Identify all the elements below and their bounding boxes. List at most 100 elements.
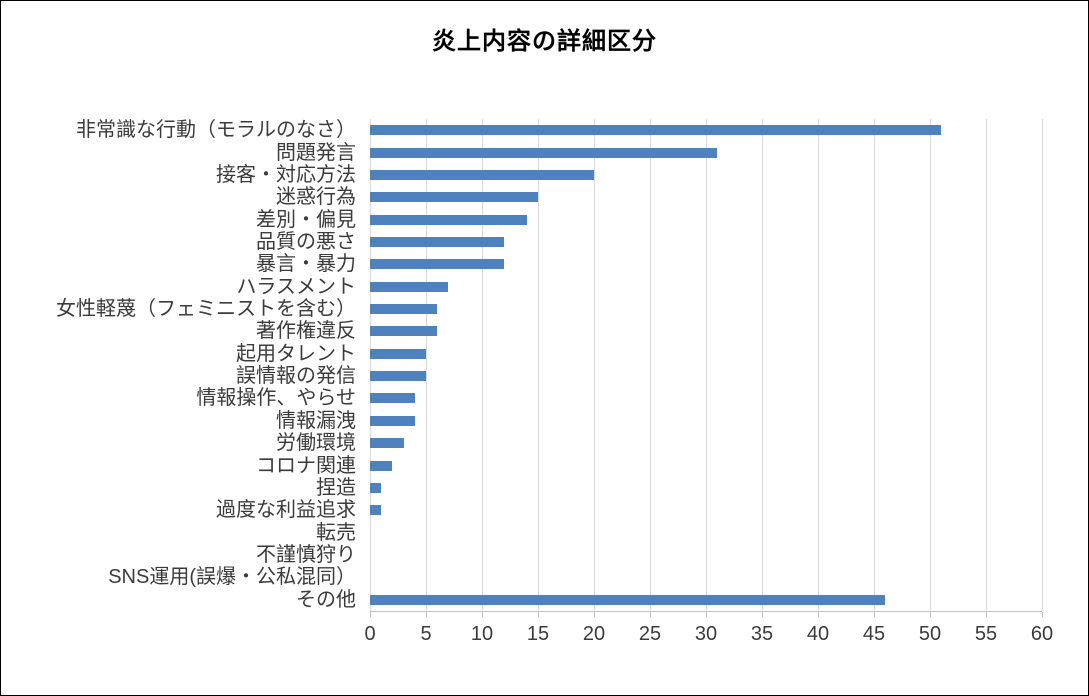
- bar-row: [370, 566, 1042, 588]
- category-label: SNS運用(誤爆・公私混同）: [108, 566, 356, 589]
- x-tick-label: 50: [918, 623, 942, 645]
- gridline: [817, 119, 819, 611]
- bar: [370, 326, 438, 337]
- bar-row: [370, 544, 1042, 566]
- category-label: 捏造: [316, 476, 356, 499]
- gridlines: [369, 119, 1043, 611]
- bar: [370, 281, 449, 292]
- category-label: 過度な利益追求: [216, 499, 356, 522]
- gridline: [1041, 119, 1043, 611]
- bar: [370, 415, 415, 426]
- gridline: [705, 119, 707, 611]
- bar-row: [370, 141, 1042, 163]
- bar: [370, 594, 886, 605]
- bar-row: [370, 164, 1042, 186]
- category-label: 不謹慎狩り: [256, 544, 356, 566]
- x-tick-label: 40: [806, 623, 830, 645]
- gridline: [873, 119, 875, 611]
- category-label: 転売: [316, 521, 356, 544]
- gridline: [369, 119, 371, 611]
- bar-row: [370, 298, 1042, 320]
- tick-mark: [873, 612, 875, 617]
- category-label: その他: [296, 588, 356, 611]
- bar-row: [370, 320, 1042, 342]
- chart-title: 炎上内容の詳細区分: [432, 28, 657, 55]
- bar: [370, 371, 426, 382]
- bar-row: [370, 186, 1042, 208]
- category-label: 品質の悪さ: [256, 230, 356, 253]
- gridline: [593, 119, 595, 611]
- x-tick-label: 35: [750, 623, 774, 645]
- tick-mark: [1041, 612, 1043, 617]
- category-label: 労働環境: [276, 432, 356, 455]
- x-tick-label: 5: [420, 623, 432, 645]
- tick-mark: [649, 612, 651, 617]
- bar: [370, 348, 426, 359]
- category-label: 起用タレント: [236, 342, 356, 365]
- category-label: 迷惑行為: [276, 186, 356, 209]
- tick-mark: [985, 612, 987, 617]
- bar-row: [370, 499, 1042, 521]
- tick-mark: [817, 612, 819, 617]
- tick-mark: [537, 612, 539, 617]
- x-axis: 0 5 10 15 20 25 30 35 40 45 50 55 60: [364, 623, 1053, 649]
- gridline: [985, 119, 987, 611]
- category-label: 情報漏洩: [276, 409, 356, 432]
- gridline: [425, 119, 427, 611]
- x-tick-label: 25: [638, 623, 662, 645]
- category-label: 差別・偏見: [256, 208, 356, 231]
- gridline: [649, 119, 651, 611]
- x-tick-label: 20: [582, 623, 606, 645]
- tick-mark: [705, 612, 707, 617]
- bar-row: [370, 589, 1042, 611]
- category-label: 暴言・暴力: [256, 253, 356, 276]
- x-tick-label: 60: [1030, 623, 1054, 645]
- gridline: [929, 119, 931, 611]
- gridline: [537, 119, 539, 611]
- bar: [370, 192, 538, 203]
- bar: [370, 147, 718, 158]
- bar-row: [370, 521, 1042, 543]
- x-tick-label: 45: [862, 623, 886, 645]
- bar-row: [370, 410, 1042, 432]
- category-label: 情報操作、やらせ: [196, 387, 356, 410]
- tick-mark: [929, 612, 931, 617]
- category-label: 著作権違反: [256, 320, 356, 343]
- bar-row: [370, 276, 1042, 298]
- bar: [370, 460, 393, 471]
- bar-row: [370, 365, 1042, 387]
- bar: [370, 236, 505, 247]
- x-tick-label: 0: [364, 623, 376, 645]
- bar-row: [370, 477, 1042, 499]
- bar-row: [370, 432, 1042, 454]
- bar-row: [370, 253, 1042, 275]
- tick-mark: [425, 612, 427, 617]
- category-label: 接客・対応方法: [216, 163, 356, 186]
- gridline: [481, 119, 483, 611]
- category-label: コロナ関連: [256, 454, 356, 477]
- gridline: [761, 119, 763, 611]
- bar: [370, 125, 942, 136]
- x-tick-label: 10: [470, 623, 494, 645]
- bar: [370, 214, 527, 225]
- bar-row: [370, 454, 1042, 476]
- bar-row: [370, 119, 1042, 141]
- category-label: 誤情報の発信: [236, 365, 356, 388]
- category-axis: 非常識な行動（モラルのなさ） 問題発言 接客・対応方法 迷惑行為 差別・偏見 品質の悪さ暴…: [1, 119, 363, 611]
- bar: [370, 169, 594, 180]
- bar: [370, 482, 382, 493]
- x-axis-tick-marks: [369, 612, 1043, 617]
- x-tick-label: 55: [974, 623, 998, 645]
- category-label: 女性軽蔑（フェミニストを含む）: [56, 298, 356, 321]
- bar: [370, 259, 505, 270]
- bar-row: [370, 231, 1042, 253]
- tick-mark: [369, 612, 371, 617]
- category-label: 非常識な行動（モラルのなさ）: [76, 119, 356, 142]
- bar: [370, 393, 415, 404]
- tick-mark: [593, 612, 595, 617]
- bar-row: [370, 343, 1042, 365]
- bar-row: [370, 387, 1042, 409]
- tick-mark: [761, 612, 763, 617]
- category-label: 問題発言: [276, 141, 356, 164]
